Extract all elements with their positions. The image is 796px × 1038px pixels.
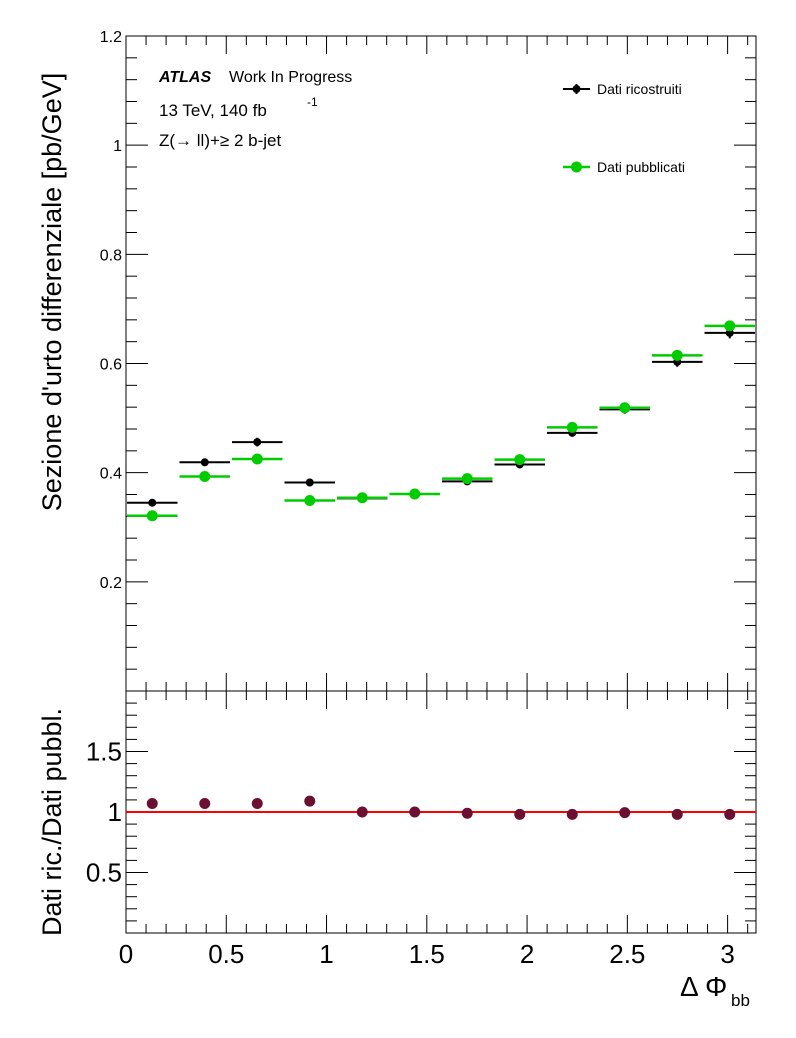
top-y-tick-labels: 0.2 0.4 0.6 0.8 1 1.2 <box>100 29 122 592</box>
legend-entry-ricostruiti: Dati ricostruiti <box>563 81 682 97</box>
ratio-y-tick-label: 1.5 <box>86 737 122 767</box>
pubblicati-marker <box>251 453 263 465</box>
pubblicati-marker <box>304 495 316 507</box>
x-tick-labels: 0 0.5 1 1.5 2 2.5 3 <box>119 939 735 969</box>
ratio-marker <box>566 808 578 820</box>
ricostruiti-point <box>284 478 335 487</box>
x-tick-label: 1 <box>319 939 333 969</box>
legend-marker-ricostruiti <box>572 85 581 93</box>
ratio-marker <box>724 808 736 820</box>
ricostruiti-marker <box>305 478 314 487</box>
x-tick-label: 2 <box>520 939 534 969</box>
x-tick-label: 0 <box>119 939 133 969</box>
pubblicati-marker <box>619 402 631 414</box>
pubblicati-point <box>179 470 230 482</box>
x-axis-label-subscript: bb <box>731 991 750 1010</box>
x-tick-label: 0.5 <box>208 939 244 969</box>
atlas-annotation: ATLAS Work In Progress 13 TeV, 140 fb -1… <box>158 69 352 150</box>
x-tick-label: 1.5 <box>409 939 445 969</box>
ratio-markers <box>146 795 736 820</box>
top-y-tick-label: 1 <box>113 138 122 155</box>
pubblicati-marker <box>514 454 526 466</box>
pubblicati-point <box>389 488 440 500</box>
ratio-marker <box>514 808 526 820</box>
x-tick-label: 2.5 <box>609 939 645 969</box>
ratio-marker <box>146 798 158 810</box>
ricostruiti-marker <box>253 438 262 447</box>
ratio-marker <box>671 808 683 820</box>
pubblicati-point <box>337 492 388 504</box>
top-axis-ticks <box>125 35 756 691</box>
pubblicati-marker <box>356 492 368 504</box>
ratio-marker <box>409 806 421 818</box>
pubblicati-point <box>704 320 755 332</box>
top-y-tick-label: 0.4 <box>100 466 122 483</box>
pubblicati-point <box>127 510 178 522</box>
pubblicati-marker <box>461 473 473 485</box>
atlas-status: Work In Progress <box>229 69 352 86</box>
pubblicati-marker <box>146 510 158 522</box>
ratio-y-tick-label: 0.5 <box>86 858 122 888</box>
cross-section-panel: 0.2 0.4 0.6 0.8 1 1.2 Sezione d'urto differen… <box>37 29 757 692</box>
pubblicati-point <box>599 402 650 414</box>
selection-label: Z(→ ll)+≥ 2 b-jet <box>159 131 281 150</box>
ratio-marker <box>619 807 631 819</box>
top-y-tick-label: 0.2 <box>100 575 122 592</box>
ratio-marker <box>461 807 473 819</box>
pubblicati-marker <box>566 421 578 433</box>
legend-label-pubblicati: Dati pubblicati <box>597 159 685 175</box>
ratio-marker <box>251 798 263 810</box>
legend: Dati ricostruiti Dati pubblicati <box>563 81 685 175</box>
pubblicati-marker <box>671 349 683 361</box>
ricostruiti-point <box>232 437 283 447</box>
legend-marker-pubblicati <box>571 161 582 173</box>
pubblicati-marker <box>199 470 211 482</box>
top-y-axis-label: Sezione d'urto differenziale [pb/GeV] <box>37 73 67 511</box>
top-y-tick-label: 1.2 <box>100 29 122 46</box>
ratio-axis-ticks <box>125 691 756 933</box>
ricostruiti-marker <box>200 458 209 467</box>
pubblicati-point <box>284 495 335 507</box>
ratio-marker <box>199 798 211 810</box>
pubblicati-point <box>494 454 545 466</box>
legend-entry-pubblicati: Dati pubblicati <box>563 159 685 175</box>
top-data-markers <box>127 320 755 522</box>
pubblicati-point <box>232 453 283 465</box>
pubblicati-point <box>547 421 598 433</box>
ratio-y-tick-label: 1 <box>108 797 122 827</box>
top-y-tick-label: 0.6 <box>100 357 122 374</box>
ratio-y-axis-label: Dati ric./Dati pubbl. <box>37 708 67 936</box>
ricostruiti-point <box>179 458 230 467</box>
lumi-exponent: -1 <box>307 95 318 109</box>
ratio-marker <box>356 806 368 818</box>
ratio-panel: 0.5 1 1.5 0 0.5 1 1.5 2 2.5 3 Dati ric./Dati pub… <box>37 690 757 1010</box>
atlas-label: ATLAS <box>158 69 211 86</box>
legend-label-ricostruiti: Dati ricostruiti <box>597 81 682 97</box>
pubblicati-marker <box>409 488 421 500</box>
ricostruiti-point <box>127 498 178 507</box>
ricostruiti-marker <box>148 498 157 507</box>
pubblicati-point <box>652 349 703 361</box>
pubblicati-point <box>442 473 493 485</box>
x-axis-label: Δ Φ <box>680 971 727 1002</box>
ratio-marker <box>304 795 316 807</box>
pubblicati-marker <box>724 320 736 332</box>
x-tick-label: 3 <box>720 939 734 969</box>
top-y-tick-label: 0.8 <box>100 247 122 264</box>
ratio-y-tick-labels: 0.5 1 1.5 <box>86 737 122 888</box>
energy-lumi-label: 13 TeV, 140 fb <box>159 101 267 120</box>
